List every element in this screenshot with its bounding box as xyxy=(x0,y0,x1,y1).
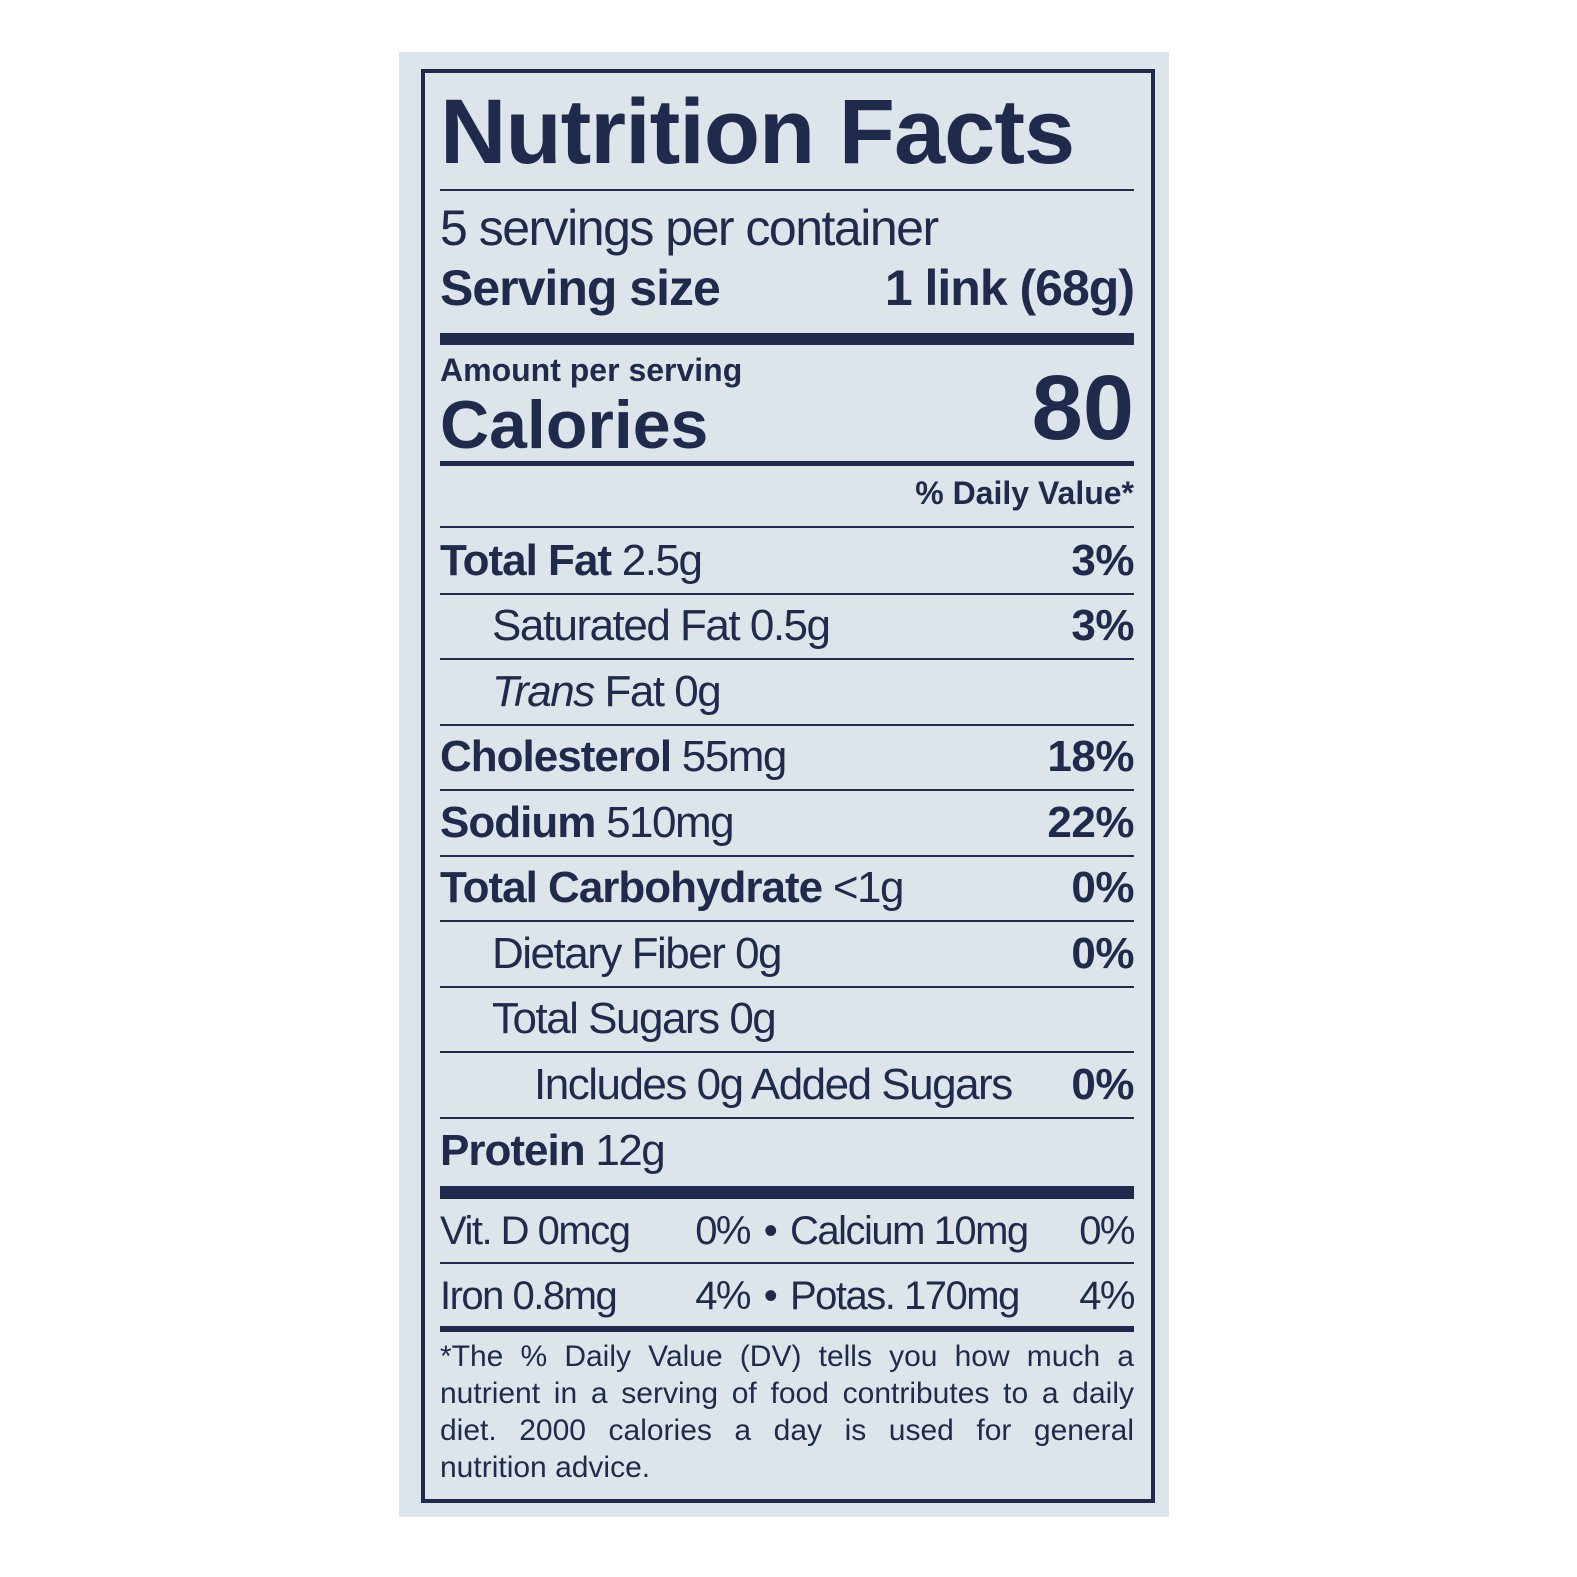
nutrient-dv: 18% xyxy=(1047,732,1134,782)
nutrient-name: Sodium xyxy=(440,797,596,847)
nutrient-row-saturated-fat: Saturated Fat 0.5g 3% xyxy=(440,595,1134,660)
divider xyxy=(440,1262,1134,1264)
servings-per-container: 5 servings per container xyxy=(440,200,939,256)
divider xyxy=(440,1326,1134,1332)
nutrient-amount: 510mg xyxy=(606,797,735,847)
nutrient-row-cholesterol: Cholesterol 55mg 18% xyxy=(440,726,1134,791)
calories-label: Calories xyxy=(440,387,709,463)
nutrient-row-sodium: Sodium 510mg 22% xyxy=(440,791,1134,857)
nutrient-name: Total Fat xyxy=(440,535,612,585)
minerals-row: Iron 0.8mg 4% • Potas. 170mg 4% xyxy=(440,1264,1135,1328)
mineral-label: Potas. 170mg xyxy=(790,1274,1020,1318)
nutrient-dv: 0% xyxy=(1071,1059,1134,1109)
nutrient-name: Cholesterol xyxy=(440,732,672,782)
serving-size: Serving size 1 link (68g) xyxy=(440,260,1135,316)
mineral-dv: 0% xyxy=(1079,1209,1135,1253)
divider xyxy=(440,189,1134,191)
label-border xyxy=(421,69,1155,1503)
nutrient-amount: <1g xyxy=(832,863,905,913)
nutrient-amount: 55mg xyxy=(681,732,788,782)
nutrient-amount: 0g xyxy=(729,994,776,1044)
nutrient-row-total-fat: Total Fat 2.5g 3% xyxy=(440,529,1134,595)
nutrient-list: Total Fat 2.5g 3% Saturated Fat 0.5g 3% Tr… xyxy=(440,529,1134,1184)
amount-per-serving: Amount per serving xyxy=(440,352,743,388)
nutrient-row-total-carbohydrate: Total Carbohydrate <1g 0% xyxy=(440,857,1134,922)
mineral-dv: 4% xyxy=(695,1274,751,1318)
serving-size-value: 1 link (68g) xyxy=(884,260,1135,316)
nutrient-name: Protein xyxy=(440,1126,586,1176)
nutrient-name: Total Carbohydrate xyxy=(440,863,823,913)
nutrient-dv: 3% xyxy=(1071,535,1134,585)
nutrient-row-added-sugars: Includes 0g Added Sugars 0% xyxy=(440,1053,1134,1119)
calories-value: 80 xyxy=(1031,357,1134,459)
nutrient-name: Dietary Fiber xyxy=(492,928,726,978)
nutrient-row-trans-fat: Trans Fat 0g xyxy=(440,660,1134,726)
mineral-dv: 0% xyxy=(695,1209,751,1253)
bullet-separator: • xyxy=(763,1274,778,1318)
minerals-row: Vit. D 0mcg 0% • Calcium 10mg 0% xyxy=(440,1199,1135,1263)
daily-value-header: % Daily Value* xyxy=(915,475,1134,511)
nutrient-dv: 0% xyxy=(1071,928,1134,978)
nutrient-row-protein: Protein 12g xyxy=(440,1119,1134,1185)
nutrient-row-dietary-fiber: Dietary Fiber 0g 0% xyxy=(440,922,1134,988)
nutrient-row-total-sugars: Total Sugars 0g xyxy=(440,988,1134,1053)
label-title: Nutrition Facts xyxy=(440,81,1075,183)
thick-divider xyxy=(440,1186,1134,1199)
mineral-label: Calcium 10mg xyxy=(790,1209,1029,1253)
nutrition-label xyxy=(399,52,1169,1517)
thick-divider xyxy=(440,333,1134,345)
nutrient-amount: 0.5g xyxy=(749,601,831,651)
nutrient-name: Saturated Fat xyxy=(492,601,741,651)
footnote: *The % Daily Value (DV) tells you how mu… xyxy=(440,1340,1134,1484)
nutrient-name: Includes 0g Added Sugars xyxy=(534,1059,1013,1109)
nutrient-dv: 3% xyxy=(1071,601,1134,651)
mineral-label: Iron 0.8mg xyxy=(440,1274,618,1318)
divider xyxy=(440,461,1134,466)
nutrient-dv: 0% xyxy=(1071,863,1134,913)
nutrient-name: Trans xyxy=(492,666,595,716)
mineral-dv: 4% xyxy=(1079,1274,1135,1318)
nutrient-dv: 22% xyxy=(1047,797,1134,847)
nutrient-amount: 2.5g xyxy=(621,535,703,585)
serving-size-label: Serving size xyxy=(440,260,721,316)
divider xyxy=(440,526,1134,528)
mineral-label: Vit. D 0mcg xyxy=(440,1209,631,1253)
nutrient-amount: 0g xyxy=(674,666,721,716)
nutrient-amount: 12g xyxy=(595,1126,665,1176)
bullet-separator: • xyxy=(763,1209,778,1253)
nutrient-name: Total Sugars xyxy=(492,994,720,1044)
nutrient-amount: 0g xyxy=(735,928,782,978)
nutrient-name-rest: Fat xyxy=(604,666,665,716)
